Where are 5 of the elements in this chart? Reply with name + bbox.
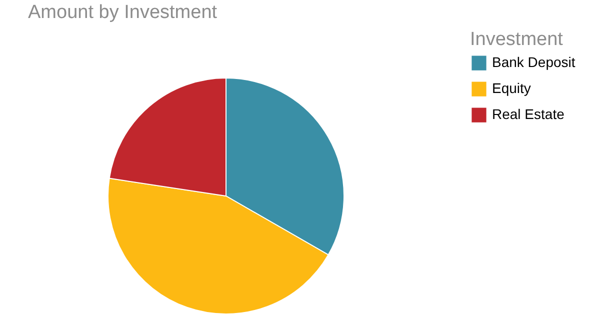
legend-title: Investment (470, 29, 564, 50)
legend-label: Bank Deposit (492, 54, 576, 70)
legend-label: Equity (492, 80, 531, 96)
chart-title: Amount by Investment (28, 2, 218, 23)
legend-label: Real Estate (492, 106, 565, 122)
